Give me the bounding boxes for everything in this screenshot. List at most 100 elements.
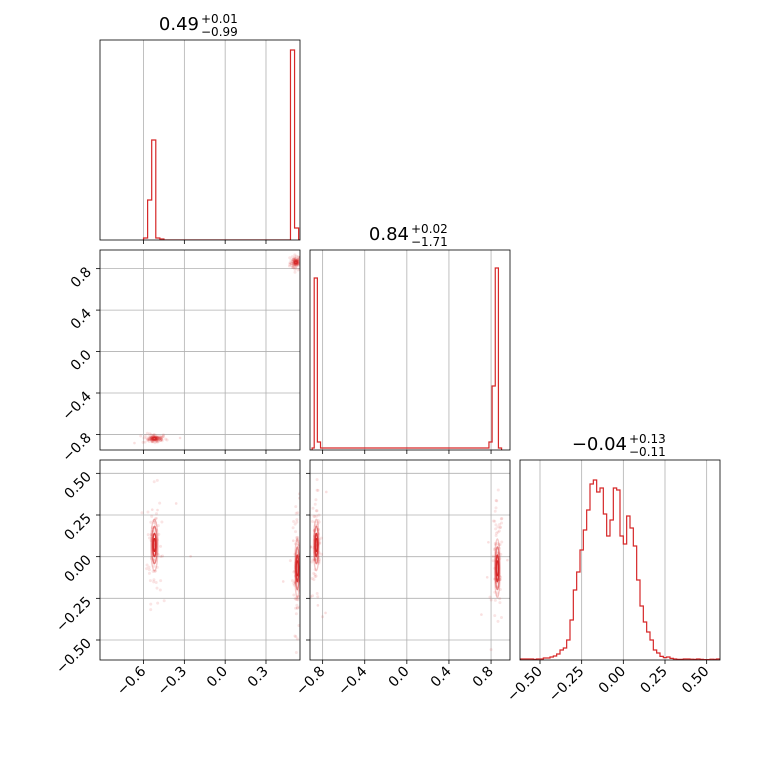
p31-joint-point xyxy=(155,565,159,569)
p21-joint-point xyxy=(296,268,300,272)
p32-joint-point xyxy=(314,498,318,502)
p32-joint-xtick-label: −0.8 xyxy=(293,664,328,699)
p1-marginal-histogram xyxy=(142,49,300,240)
p32-joint-xtick-label: −0.4 xyxy=(335,663,370,698)
p32-joint-point xyxy=(491,559,495,563)
p32-joint-point xyxy=(491,554,495,558)
p32-joint-point xyxy=(312,514,316,518)
p32-joint-point xyxy=(314,452,317,455)
p31-joint-point xyxy=(153,569,157,573)
p21-joint-point xyxy=(152,432,156,436)
p31-joint-point xyxy=(155,517,158,520)
p31-joint-point xyxy=(147,568,151,572)
p31-joint-point xyxy=(152,578,156,582)
p32-joint-point xyxy=(316,521,320,525)
p31-joint-point xyxy=(145,563,149,567)
p32-joint-point xyxy=(317,558,321,562)
p31-joint-ytick-label: −0.25 xyxy=(53,594,95,636)
p31-joint-point xyxy=(156,524,160,528)
p32-joint-point xyxy=(489,648,493,652)
p32-joint-point xyxy=(312,571,316,575)
p32-joint-point xyxy=(316,595,320,599)
p31-joint-point xyxy=(150,508,154,511)
p31-joint-point xyxy=(154,512,158,516)
p32-joint-point xyxy=(494,506,498,510)
p32-joint-contour xyxy=(495,560,500,577)
p31-joint-point xyxy=(155,586,159,590)
p21-joint-point xyxy=(288,264,291,268)
p21-joint-point xyxy=(289,262,293,266)
p32-joint-point xyxy=(313,568,317,572)
p21-joint-point xyxy=(160,439,164,443)
p31-joint-point xyxy=(152,519,156,523)
p32-joint-point xyxy=(498,597,502,601)
p31-joint-ytick-label: −0.50 xyxy=(53,636,95,678)
p32-joint-xtick-label: 0.8 xyxy=(470,664,497,691)
p21-joint-point xyxy=(159,438,163,442)
p21-joint-point xyxy=(158,436,162,440)
p21-joint-point xyxy=(293,270,297,274)
p32-joint-point xyxy=(315,514,319,518)
p31-joint-point xyxy=(295,518,299,522)
p32-joint-point xyxy=(493,598,497,602)
title-p2-plus: +0.02 xyxy=(411,222,448,236)
p31-joint-point xyxy=(294,612,298,616)
p32-joint-point xyxy=(310,560,314,564)
p2-marginal-histogram-step xyxy=(311,267,503,450)
title-p2-minus: −1.71 xyxy=(411,235,448,249)
p21-joint-point xyxy=(142,436,146,440)
p32-joint-point xyxy=(495,499,499,503)
p32-joint-contour xyxy=(312,518,320,572)
p21-joint-point xyxy=(297,267,300,271)
title-p1-plus: +0.01 xyxy=(201,12,238,26)
p31-joint-point xyxy=(189,554,192,558)
p21-joint-point xyxy=(164,437,168,441)
p31-joint-contour xyxy=(150,518,159,572)
p31-joint-point xyxy=(152,564,156,568)
p31-joint-point xyxy=(294,511,298,515)
p32-joint-point xyxy=(313,520,317,524)
p31-joint-xtick-label: 0.3 xyxy=(245,664,272,691)
p21-joint-contour xyxy=(292,258,300,267)
p31-joint-point xyxy=(147,565,151,569)
p32-joint-point xyxy=(317,561,321,565)
p32-joint-contour xyxy=(493,538,501,599)
p21-joint-point xyxy=(153,441,157,445)
p21-joint-point xyxy=(146,438,150,442)
p32-joint-point xyxy=(310,595,313,599)
p32-joint-xtick-label: 0.4 xyxy=(428,663,455,690)
p31-joint-ytick-label: 0.00 xyxy=(61,552,94,585)
p32-joint-point xyxy=(500,516,504,520)
p21-joint-point xyxy=(293,255,297,259)
p21-joint-point xyxy=(145,431,149,435)
p31-joint-point xyxy=(297,605,300,609)
p32-joint-point xyxy=(311,558,315,562)
p21-joint-point xyxy=(294,265,298,269)
p32-joint-point xyxy=(497,543,501,547)
p32-joint-point xyxy=(324,611,327,615)
p31-joint-point xyxy=(160,520,164,524)
p31-joint-point xyxy=(174,502,178,505)
p32-joint-point xyxy=(498,543,502,547)
p32-joint-point xyxy=(496,591,500,595)
p31-joint-point xyxy=(296,511,300,515)
p32-joint-points xyxy=(310,452,509,652)
p21-joint-point xyxy=(157,439,161,443)
p21-joint-points xyxy=(133,250,300,445)
p31-joint-point xyxy=(295,595,299,599)
p32-joint-point xyxy=(315,488,319,492)
p2-marginal-histogram xyxy=(311,267,503,450)
p21-joint-point xyxy=(161,434,165,438)
p31-joint-frame xyxy=(99,459,301,661)
p31-joint-point xyxy=(146,510,150,514)
p21-joint-point xyxy=(288,256,292,260)
p2-marginal-frame xyxy=(309,249,511,451)
p21-joint-point xyxy=(290,261,294,265)
p3-marginal-frame xyxy=(519,459,721,661)
p21-joint-point xyxy=(293,253,297,257)
p31-joint-point xyxy=(151,569,155,573)
p21-joint-point xyxy=(289,261,293,265)
p32-joint-point xyxy=(498,588,502,592)
p31-joint-point xyxy=(296,543,300,547)
p32-joint-point xyxy=(494,523,498,527)
